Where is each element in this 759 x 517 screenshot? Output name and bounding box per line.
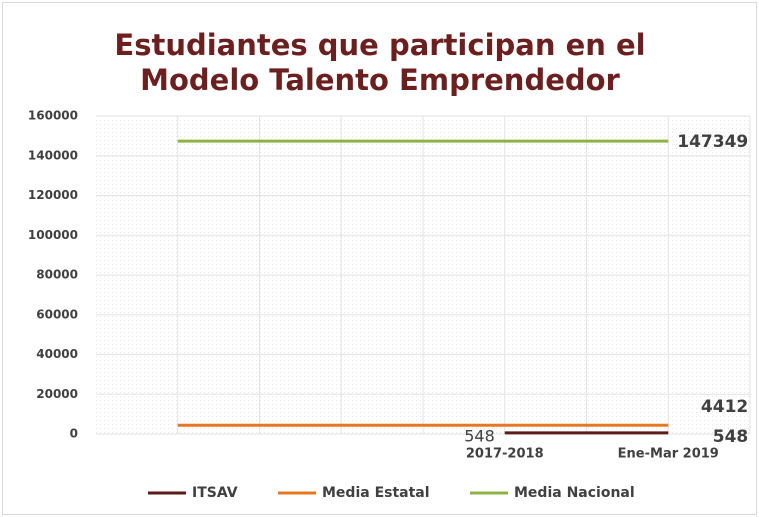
x-tick-label: 2017-2018 <box>466 447 544 462</box>
y-tick-label: 40000 <box>36 347 78 361</box>
y-tick-label: 0 <box>70 427 78 441</box>
data-label: 4412 <box>701 397 748 417</box>
data-label: 147349 <box>677 132 748 152</box>
y-tick-label: 100000 <box>28 228 78 242</box>
y-tick-label: 140000 <box>28 148 78 162</box>
y-tick-label: 120000 <box>28 188 78 202</box>
legend-label: ITSAV <box>192 485 238 501</box>
x-tick-label: Ene-Mar 2019 <box>618 447 719 462</box>
data-label: 548 <box>464 426 495 445</box>
legend-label: Media Nacional <box>514 485 635 501</box>
y-tick-label: 20000 <box>36 387 78 401</box>
data-label: 548 <box>713 427 749 447</box>
legend-label: Media Estatal <box>322 485 430 501</box>
y-tick-label: 60000 <box>36 307 78 321</box>
y-tick-label: 160000 <box>28 109 78 123</box>
chart-title: Estudiantes que participan en el Modelo … <box>114 28 646 97</box>
y-tick-label: 80000 <box>36 268 78 282</box>
